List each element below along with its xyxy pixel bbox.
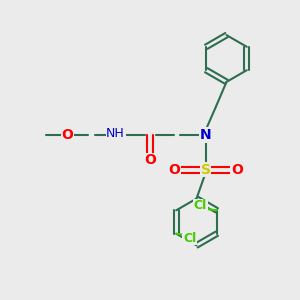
Text: Cl: Cl (194, 199, 207, 212)
Text: Cl: Cl (183, 232, 196, 245)
Text: N: N (200, 128, 211, 142)
Text: O: O (231, 163, 243, 176)
Text: O: O (144, 154, 156, 167)
Text: O: O (168, 163, 180, 176)
Text: S: S (200, 163, 211, 176)
Text: O: O (61, 128, 74, 142)
Text: NH: NH (106, 127, 125, 140)
